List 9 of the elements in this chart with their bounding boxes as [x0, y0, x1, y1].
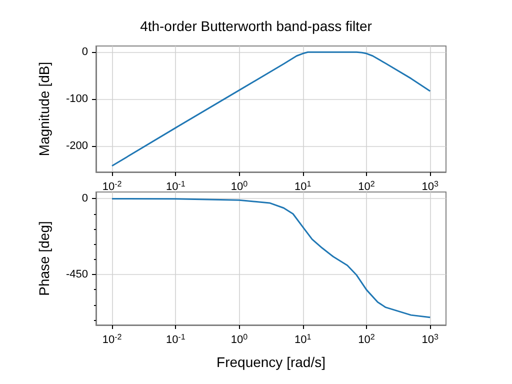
y-axis-title: Magnitude [dB] — [36, 62, 52, 156]
y-axis-title: Phase [deg] — [36, 221, 52, 296]
y-tick-label: 0 — [82, 192, 88, 205]
x-axis-title: Frequency [rad/s] — [216, 354, 326, 370]
y-tick-label: -100 — [66, 93, 88, 106]
y-tick-label: 0 — [82, 46, 88, 58]
chart-title: 4th-order Butterworth band-pass filter — [140, 18, 372, 34]
y-tick-label: -450 — [66, 268, 88, 280]
y-tick-label: -200 — [66, 140, 88, 152]
